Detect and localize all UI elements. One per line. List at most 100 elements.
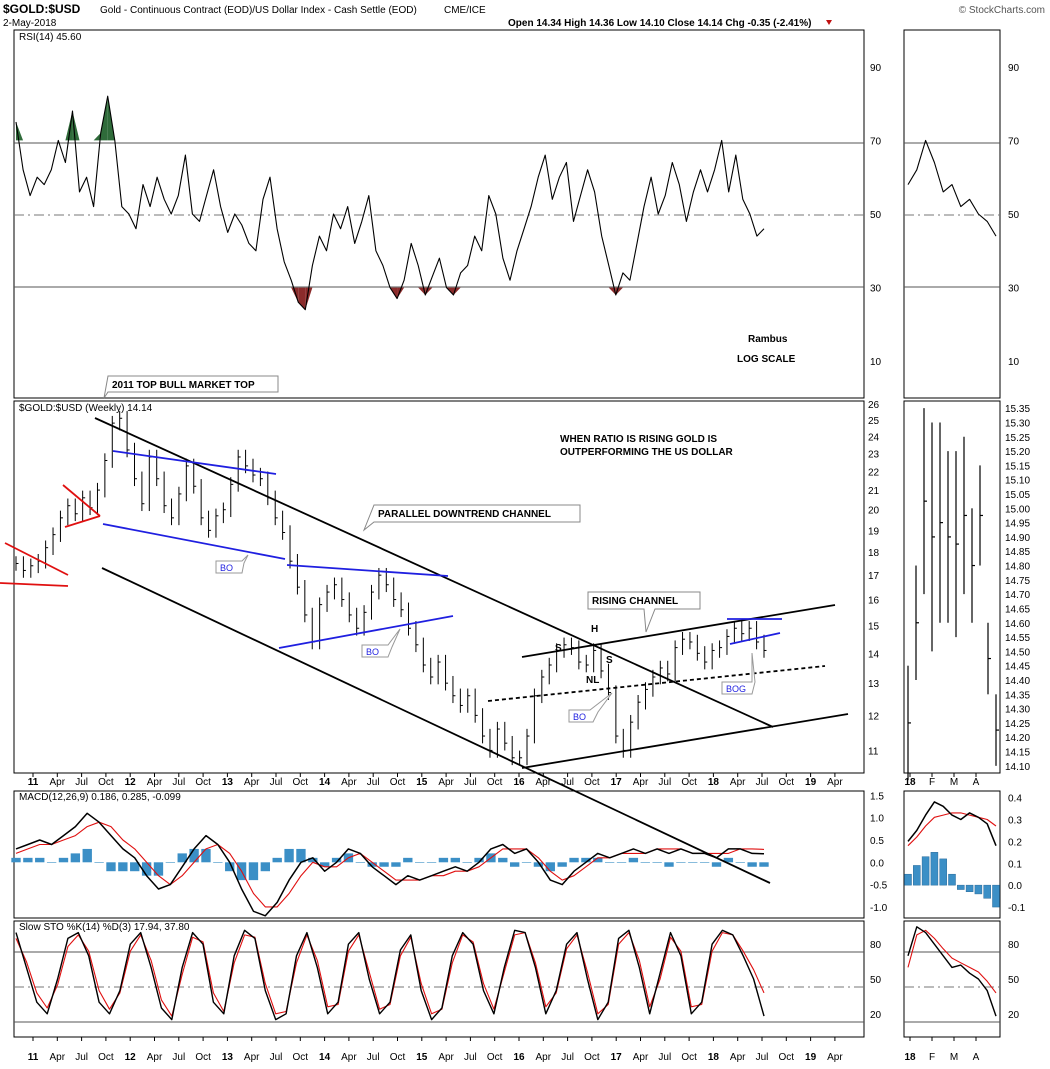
side-price-y-tick-label: 14.55 <box>1005 633 1030 644</box>
x-tick-label: Oct <box>487 1052 503 1063</box>
rsi-oversold-fill <box>305 287 313 310</box>
x-tick-label: Apr <box>244 1052 260 1063</box>
side-x-tick-label: F <box>929 1052 935 1063</box>
x-tick-label: 16 <box>513 777 525 788</box>
macd-histogram-bar <box>747 862 757 867</box>
macd-histogram-bar <box>426 862 437 863</box>
side-sto-y-tick-label: 20 <box>1008 1010 1020 1021</box>
rsi-y-tick-label: 50 <box>870 210 882 221</box>
macd-histogram-bar <box>557 862 567 867</box>
side-price-y-tick-label: 14.75 <box>1005 576 1030 587</box>
bo-label-3: BO <box>573 712 586 722</box>
downtrend-channel-top <box>94 417 774 728</box>
x-tick-label: Apr <box>341 1052 357 1063</box>
macd-line <box>15 812 765 917</box>
macd-histogram-bar <box>616 862 627 863</box>
side-x-tick-label: M <box>950 1052 958 1063</box>
bo-callout-3 <box>568 692 613 723</box>
side-macd-histogram-bar <box>913 865 921 886</box>
x-tick-label: Oct <box>584 1052 600 1063</box>
x-tick-label: Jul <box>756 777 769 788</box>
bo-callout-1 <box>215 554 249 574</box>
panel-titles: RSI(14) 45.60 $GOLD:$USD (Weekly) 14.14 … <box>19 32 190 933</box>
side-price-y-tick-label: 14.65 <box>1005 604 1030 615</box>
side-macd-y-tick-label: 0.1 <box>1008 859 1022 870</box>
x-tick-label: Jul <box>658 1052 671 1063</box>
macd-histogram-bar <box>723 857 734 863</box>
macd-histogram-bar <box>177 853 187 863</box>
chart-header: $GOLD:$USD Gold - Continuous Contract (E… <box>3 2 1045 29</box>
side-sto-panel <box>903 920 1001 1038</box>
side-price-y-tick-label: 15.35 <box>1005 404 1030 415</box>
x-tick-label: Jul <box>75 777 88 788</box>
macd-histogram-bar <box>711 862 722 867</box>
macd-histogram-bar <box>688 862 698 863</box>
sto-k-line <box>15 929 765 1021</box>
price-y-tick-label: 21 <box>868 486 880 497</box>
x-tick-label: 16 <box>513 1052 525 1063</box>
annotation-h: H <box>591 624 598 635</box>
x-tick-label: Jul <box>172 1052 185 1063</box>
side-price-y-tick-label: 14.45 <box>1005 662 1030 673</box>
x-tick-label: Apr <box>244 777 260 788</box>
side-macd-histogram-bar <box>921 856 930 886</box>
macd-histogram-bar <box>533 862 544 867</box>
annotation-ratio-line2: OUTPERFORMING THE US DOLLAR <box>560 447 734 458</box>
side-macd-histogram-bar <box>957 884 965 890</box>
side-price-y-tick-label: 14.25 <box>1005 719 1030 730</box>
blue-line-2 <box>102 523 286 560</box>
x-tick-label: Jul <box>561 777 574 788</box>
side-rsi-panel <box>903 29 1001 399</box>
macd-histogram-bar <box>189 848 199 863</box>
side-sto-k-line <box>907 926 997 1017</box>
exchange-text: CME/ICE <box>444 5 486 16</box>
price-title: $GOLD:$USD (Weekly) 14.14 <box>19 403 153 414</box>
side-macd-panel <box>903 790 1001 919</box>
side-macd-histogram-bar <box>965 884 974 892</box>
macd-y-tick-label: -1.0 <box>870 903 888 914</box>
x-tick-label: Oct <box>195 777 211 788</box>
x-tick-label: Oct <box>584 777 600 788</box>
x-tick-label: Jul <box>464 777 477 788</box>
macd-histogram-bar <box>415 862 425 863</box>
annotation-rising-channel: RISING CHANNEL <box>592 596 678 607</box>
side-price-y-tick-label: 14.50 <box>1005 647 1030 658</box>
x-tick-label: Apr <box>827 777 843 788</box>
x-tick-label: Oct <box>195 1052 211 1063</box>
ohlc-text: Open 14.34 High 14.36 Low 14.10 Close 14… <box>508 18 811 29</box>
bo-labels: BO BO BO BOG <box>215 554 756 723</box>
macd-histogram-bar <box>284 848 294 863</box>
side-rsi-y-tick-label: 70 <box>1008 136 1020 147</box>
macd-histogram-bar <box>509 862 520 867</box>
macd-histogram-bar <box>391 862 401 867</box>
x-tick-label: Jul <box>75 1052 88 1063</box>
side-sto-y-tick-label: 80 <box>1008 940 1020 951</box>
rsi-oversold-fill <box>291 287 299 303</box>
x-tick-label: Apr <box>50 1052 66 1063</box>
x-tick-label: Apr <box>730 1052 746 1063</box>
annotation-log-scale: LOG SCALE <box>737 354 796 365</box>
x-tick-label: Oct <box>487 777 503 788</box>
bo-callout-2 <box>361 628 401 658</box>
bog-callout <box>721 652 756 695</box>
side-price-y-tick-label: 14.90 <box>1005 533 1030 544</box>
rising-channel-bottom <box>521 713 849 769</box>
blue-line-4 <box>278 615 454 649</box>
side-x-tick-label: A <box>973 1052 980 1063</box>
x-tick-label: Apr <box>536 777 552 788</box>
rising-channel-top <box>521 604 836 658</box>
x-tick-label: Oct <box>681 777 697 788</box>
side-rsi-y-tick-label: 50 <box>1008 210 1020 221</box>
side-x-tick-label: 18 <box>904 1052 916 1063</box>
bog-label: BOG <box>726 684 746 694</box>
price-y-tick-label: 16 <box>868 596 880 607</box>
x-tick-label: Apr <box>438 777 454 788</box>
macd-histogram-bar <box>664 862 674 867</box>
macd-histogram-bar <box>438 857 449 863</box>
price-y-tick-label: 12 <box>868 711 880 722</box>
macd-histogram-bar <box>640 862 650 863</box>
macd-histogram-bar <box>260 862 271 872</box>
side-price-y-tick-label: 15.20 <box>1005 447 1030 458</box>
x-tick-label: Oct <box>98 777 114 788</box>
